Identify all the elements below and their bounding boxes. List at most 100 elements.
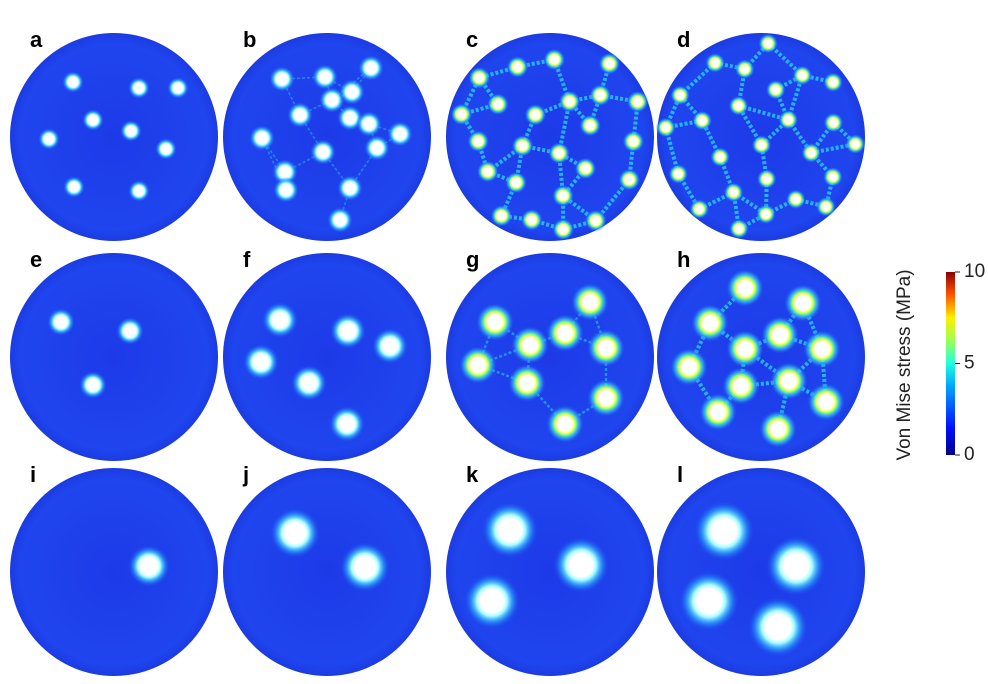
inclusion-spot [766, 536, 826, 596]
panel-disk [223, 468, 431, 676]
inclusion-spot [823, 72, 844, 93]
inclusion-spot [38, 128, 60, 150]
inclusion-spot [62, 71, 84, 93]
stress-band [594, 178, 631, 222]
inclusion-spot [728, 218, 749, 239]
inclusion-spot [128, 180, 150, 202]
panel-label: c [466, 27, 478, 52]
inclusion-spot [552, 218, 575, 241]
inclusion-spot [689, 199, 710, 220]
panel-disk [446, 468, 654, 676]
inclusion-spot [319, 87, 345, 113]
inclusion-spot [63, 176, 85, 198]
panel-label: d [677, 27, 690, 52]
inclusion-spot [262, 302, 298, 338]
inclusion-spot [765, 79, 786, 100]
inclusion-spot [699, 393, 737, 431]
panel-label: g [466, 247, 479, 272]
inclusion-spot [778, 109, 799, 130]
inclusion-spot [291, 365, 327, 401]
inclusion-spot [273, 177, 299, 203]
inclusion-spot [758, 33, 779, 54]
inclusion-spot [364, 135, 390, 161]
inclusion-spot [558, 90, 581, 113]
inclusion-spot [618, 168, 641, 191]
panel: i [10, 462, 218, 676]
inclusion-spot [243, 344, 279, 380]
inclusion-spot [598, 52, 621, 75]
inclusion-spot [723, 182, 744, 203]
inclusion-spot [450, 103, 473, 126]
inclusion-spot [330, 313, 366, 349]
inclusion-spot [552, 184, 575, 207]
inclusion-spot [82, 109, 104, 131]
panel-disk [10, 33, 218, 241]
inclusion-spot [770, 362, 808, 400]
inclusion-spot [571, 283, 609, 321]
inclusion-spot [589, 84, 612, 107]
stress-band [477, 363, 528, 385]
inclusion-spot [506, 55, 529, 78]
inclusion-spot [734, 59, 755, 80]
inclusion-spot [679, 571, 739, 631]
inclusion-spot [670, 85, 691, 106]
inclusion-spot [726, 330, 764, 368]
inclusion-spot [845, 134, 866, 155]
inclusion-spot [694, 501, 754, 561]
inclusion-spot [543, 48, 566, 71]
panel: k [446, 462, 654, 676]
inclusion-spot [356, 111, 382, 137]
inclusion-spot [670, 348, 708, 386]
panel: d [655, 27, 866, 241]
inclusion-spot [553, 537, 609, 593]
panel: b [223, 27, 431, 241]
inclusion-spot [728, 95, 749, 116]
inclusion-spot [816, 196, 837, 217]
inclusion-spot [751, 134, 772, 155]
inclusion-spot [468, 66, 491, 89]
inclusion-spot [511, 134, 534, 157]
panel: a [10, 27, 218, 241]
panel: c [446, 27, 654, 241]
stress-band [737, 103, 789, 122]
inclusion-spot [726, 269, 764, 307]
panel: e [10, 247, 218, 461]
inclusion-spot [47, 308, 75, 336]
colorbar-tick-label: 10 [964, 261, 985, 282]
panel-disk [10, 468, 218, 676]
inclusion-spot [626, 90, 649, 113]
panel: l [657, 462, 865, 676]
inclusion-spot [128, 545, 170, 587]
inclusion-spot [755, 204, 776, 225]
inclusion-spot [822, 166, 843, 187]
panel-label: k [466, 462, 479, 487]
inclusion-spot [710, 147, 731, 168]
inclusion-spot [249, 125, 275, 151]
inclusion-spot [287, 102, 313, 128]
inclusion-spot [508, 364, 546, 402]
colorbar [946, 272, 955, 455]
inclusion-spot [490, 204, 513, 227]
colorbar-tick-label: 0 [964, 444, 975, 465]
inclusion-spot [759, 410, 797, 448]
inclusion-spot [511, 326, 549, 364]
inclusion-spot [803, 330, 841, 368]
inclusion-spot [801, 142, 822, 163]
inclusion-spot [546, 405, 584, 443]
inclusion-spot [329, 406, 365, 442]
inclusion-spot [574, 157, 597, 180]
panel-disk [10, 253, 218, 461]
inclusion-spot [79, 371, 107, 399]
inclusion-spot [692, 110, 713, 131]
inclusion-spot [520, 208, 543, 231]
inclusion-spot [587, 379, 625, 417]
panel-label: h [677, 247, 690, 272]
inclusion-spot [486, 93, 509, 116]
inclusion-spot [784, 284, 822, 322]
stress-band [687, 365, 720, 414]
inclusion-spot [587, 329, 625, 367]
inclusion-spot [358, 55, 384, 81]
panels: a b c d e f g h i j k l [10, 27, 866, 676]
inclusion-spot [482, 502, 538, 558]
panel: j [223, 462, 431, 676]
